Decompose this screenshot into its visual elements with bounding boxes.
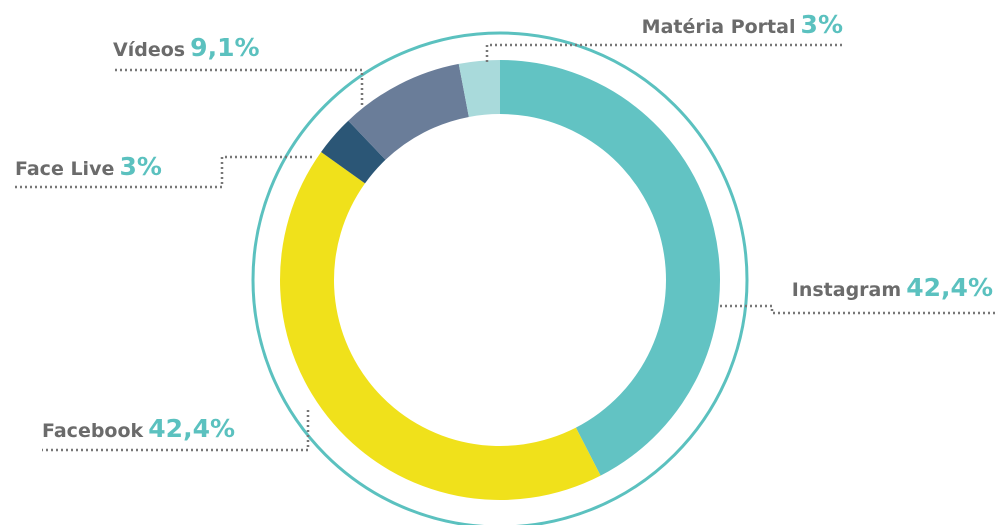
slice [500, 60, 721, 476]
leader-line [113, 68, 364, 105]
slice [321, 120, 386, 184]
outer-ring [251, 31, 749, 525]
label-name: Face Live [15, 158, 114, 180]
slice-label: Face Live 3% [15, 152, 162, 181]
slice-label: Facebook 42,4% [42, 414, 235, 443]
label-value: 3% [801, 10, 843, 39]
label-name: Instagram [792, 279, 901, 301]
label-name: Matéria Portal [642, 16, 796, 38]
leader-line [42, 410, 310, 452]
slice-label: Instagram 42,4% [792, 273, 993, 302]
label-value: 3% [119, 152, 161, 181]
label-name: Vídeos [113, 39, 185, 61]
slice [458, 60, 500, 117]
slice [279, 151, 601, 501]
donut [279, 60, 721, 501]
leader-line [485, 43, 845, 62]
label-value: 42,4% [148, 414, 235, 443]
leader-line [720, 304, 995, 315]
label-value: 42,4% [906, 273, 993, 302]
slice-label: Vídeos 9,1% [113, 33, 260, 62]
slice-label: Matéria Portal 3% [642, 10, 843, 39]
label-value: 9,1% [190, 33, 259, 62]
label-name: Facebook [42, 420, 144, 442]
leader-line [15, 155, 312, 189]
slice [348, 63, 469, 160]
